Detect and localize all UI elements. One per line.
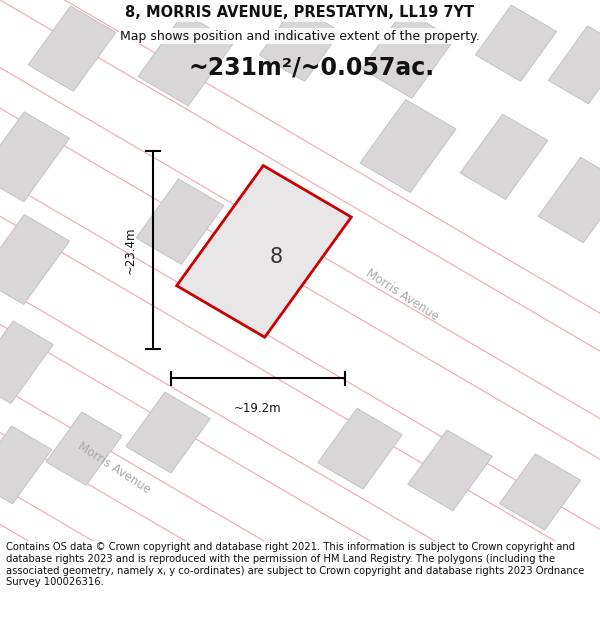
Polygon shape <box>538 158 600 242</box>
Polygon shape <box>499 454 581 530</box>
Polygon shape <box>408 430 492 511</box>
Polygon shape <box>136 179 224 264</box>
Polygon shape <box>548 26 600 104</box>
Polygon shape <box>176 166 352 338</box>
Polygon shape <box>126 392 210 473</box>
Text: Morris Avenue: Morris Avenue <box>75 439 153 496</box>
Polygon shape <box>0 214 70 304</box>
Text: Map shows position and indicative extent of the property.: Map shows position and indicative extent… <box>120 30 480 42</box>
Text: ~23.4m: ~23.4m <box>124 226 137 274</box>
Polygon shape <box>475 5 557 81</box>
Polygon shape <box>0 0 600 386</box>
Text: ~231m²/~0.057ac.: ~231m²/~0.057ac. <box>189 56 435 79</box>
Text: ~19.2m: ~19.2m <box>234 402 282 414</box>
Polygon shape <box>0 451 600 625</box>
Polygon shape <box>28 6 116 91</box>
Polygon shape <box>360 99 456 192</box>
Polygon shape <box>259 5 341 81</box>
Polygon shape <box>138 13 234 106</box>
Polygon shape <box>0 351 600 625</box>
Polygon shape <box>0 426 52 504</box>
Text: Contains OS data © Crown copyright and database right 2021. This information is : Contains OS data © Crown copyright and d… <box>6 542 584 587</box>
Polygon shape <box>0 143 600 602</box>
Text: Morris Avenue: Morris Avenue <box>363 266 441 323</box>
Polygon shape <box>0 32 600 494</box>
Polygon shape <box>0 321 53 404</box>
Polygon shape <box>460 114 548 199</box>
Text: 8: 8 <box>269 247 283 267</box>
Polygon shape <box>318 408 402 489</box>
Polygon shape <box>46 412 122 486</box>
Polygon shape <box>362 10 454 98</box>
Polygon shape <box>0 251 600 625</box>
Text: 8, MORRIS AVENUE, PRESTATYN, LL19 7YT: 8, MORRIS AVENUE, PRESTATYN, LL19 7YT <box>125 6 475 21</box>
Polygon shape <box>0 112 70 202</box>
